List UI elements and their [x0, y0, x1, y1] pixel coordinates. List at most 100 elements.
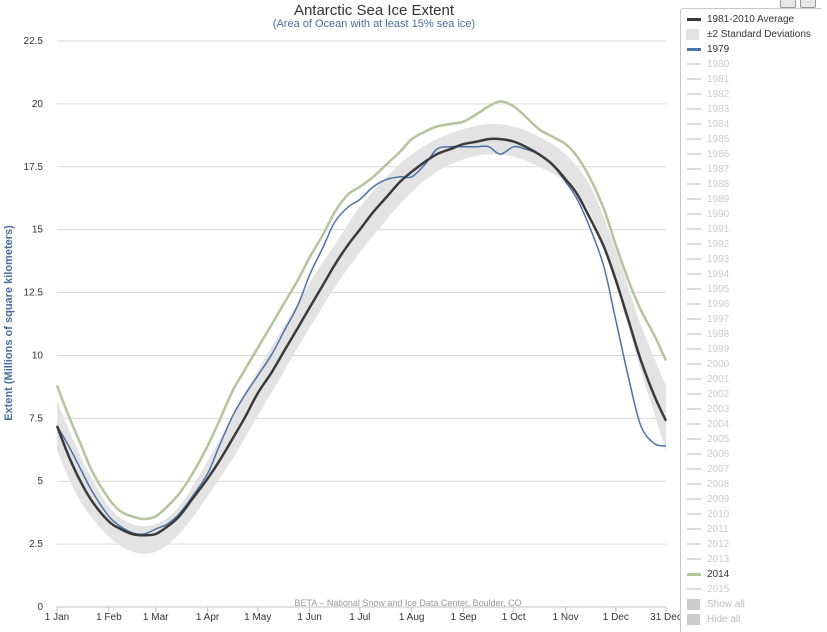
legend-item[interactable]: 2008: [681, 477, 822, 492]
legend-item-label: 2010: [707, 509, 730, 520]
y-tick-label: 22.5: [24, 36, 44, 47]
legend-item-label: 1991: [707, 224, 730, 235]
legend-item-label: 2003: [707, 404, 730, 415]
legend-item[interactable]: 1992: [681, 237, 822, 252]
legend-item-label: 1981: [707, 74, 730, 85]
y-tick-label: 10: [32, 350, 44, 361]
legend-item[interactable]: 1995: [681, 282, 822, 297]
legend-item[interactable]: 1990: [681, 207, 822, 222]
legend: 1981-2010 Average ±2 Standard Deviations 1…: [680, 8, 822, 632]
sea-ice-chart: Antarctic Sea Ice Extent (Area of Ocean …: [3, 2, 680, 623]
legend-line-icon: [687, 543, 701, 545]
x-tick-label: 1 Apr: [196, 612, 220, 623]
legend-item[interactable]: 1986: [681, 147, 822, 162]
hide-all-label: Hide all: [707, 614, 741, 625]
x-tick-label: 1 Sep: [450, 612, 477, 623]
legend-item[interactable]: 1981-2010 Average: [681, 12, 822, 27]
legend-line-icon: [687, 438, 701, 440]
legend-item[interactable]: ±2 Standard Deviations: [681, 27, 822, 42]
legend-item[interactable]: 2009: [681, 492, 822, 507]
legend-line-icon: [687, 78, 701, 80]
legend-line-icon: [687, 423, 701, 425]
legend-item[interactable]: 2013: [681, 552, 822, 567]
legend-line-icon: [687, 573, 701, 576]
legend-item-label: 1993: [707, 254, 730, 265]
y-tick-label: 17.5: [24, 162, 44, 173]
legend-item-label: 2007: [707, 464, 730, 475]
legend-item[interactable]: 1998: [681, 327, 822, 342]
legend-item[interactable]: 1987: [681, 162, 822, 177]
legend-line-icon: [687, 558, 701, 560]
legend-item-label: 2004: [707, 419, 730, 430]
legend-item[interactable]: 2010: [681, 507, 822, 522]
legend-item[interactable]: 1981: [681, 72, 822, 87]
series-line-1979[interactable]: [56, 145, 667, 536]
legend-line-icon: [687, 18, 701, 21]
legend-item[interactable]: 2012: [681, 537, 822, 552]
legend-item-label: 2011: [707, 524, 729, 535]
series-line-2014[interactable]: [55, 100, 668, 521]
legend-item[interactable]: 2011: [681, 522, 822, 537]
series-line-1981-2010-average[interactable]: [55, 137, 668, 537]
legend-item[interactable]: 1985: [681, 132, 822, 147]
legend-line-icon: [687, 153, 701, 155]
hide-all-button[interactable]: Hide all: [681, 612, 822, 627]
legend-item[interactable]: 2002: [681, 387, 822, 402]
x-tick-label: 1 May: [244, 612, 271, 623]
legend-item[interactable]: 2005: [681, 432, 822, 447]
x-tick-label: 1 Nov: [553, 612, 579, 623]
chart-credit[interactable]: BETA – National Snow and Ice Data Center…: [295, 598, 522, 608]
legend-item[interactable]: 1997: [681, 312, 822, 327]
legend-item[interactable]: 1996: [681, 297, 822, 312]
legend-item-label: 2002: [707, 389, 730, 400]
legend-line-icon: [687, 108, 701, 110]
y-tick-label: 20: [32, 99, 44, 110]
legend-item-label: 1985: [707, 134, 730, 145]
x-axis-ticks: 1 Jan 1 Feb 1 Mar 1 Apr 1 May 1 Jun 1 Jul 1 Aug…: [45, 607, 680, 623]
legend-item[interactable]: 2014: [681, 567, 822, 582]
legend-item[interactable]: 2006: [681, 447, 822, 462]
legend-item[interactable]: 1989: [681, 192, 822, 207]
legend-line-icon: [687, 123, 701, 125]
show-all-button[interactable]: Show all: [681, 597, 822, 612]
show-all-box-icon: [687, 599, 700, 610]
legend-line-icon: [687, 63, 701, 65]
legend-item-label: 1984: [707, 119, 730, 130]
legend-line-icon: [687, 318, 701, 320]
legend-item[interactable]: 1988: [681, 177, 822, 192]
legend-line-icon: [687, 333, 701, 335]
series-lines: [55, 100, 668, 537]
legend-item[interactable]: 2004: [681, 417, 822, 432]
legend-item[interactable]: 1979: [681, 42, 822, 57]
legend-item[interactable]: 1980: [681, 57, 822, 72]
legend-item-label: 1997: [707, 314, 730, 325]
legend-item[interactable]: 1993: [681, 252, 822, 267]
legend-item-label: 1987: [707, 164, 730, 175]
legend-item-label: 1989: [707, 194, 730, 205]
legend-item[interactable]: 2001: [681, 372, 822, 387]
legend-items: 1981-2010 Average ±2 Standard Deviations 1…: [681, 12, 822, 597]
legend-item[interactable]: 1994: [681, 267, 822, 282]
print-icon[interactable]: [780, 0, 796, 8]
legend-item[interactable]: 1984: [681, 117, 822, 132]
legend-item-label: 1992: [707, 239, 730, 250]
legend-item-label: 1980: [707, 59, 730, 70]
legend-item[interactable]: 2000: [681, 357, 822, 372]
legend-item[interactable]: 1999: [681, 342, 822, 357]
y-tick-label: 7.5: [29, 413, 43, 424]
download-icon[interactable]: [800, 0, 816, 8]
legend-item[interactable]: 1991: [681, 222, 822, 237]
x-tick-label: 1 Mar: [143, 612, 169, 623]
legend-item[interactable]: 2015: [681, 582, 822, 597]
legend-item[interactable]: 2007: [681, 462, 822, 477]
legend-line-icon: [687, 138, 701, 140]
legend-box-icon: [686, 29, 699, 40]
legend-line-icon: [687, 183, 701, 185]
legend-item[interactable]: 1982: [681, 87, 822, 102]
legend-line-icon: [687, 303, 701, 305]
legend-line-icon: [687, 378, 701, 380]
legend-item-label: 2014: [707, 569, 730, 580]
y-axis-label: Extent (Millions of square kilometers): [3, 225, 15, 421]
legend-item[interactable]: 2003: [681, 402, 822, 417]
legend-item[interactable]: 1983: [681, 102, 822, 117]
